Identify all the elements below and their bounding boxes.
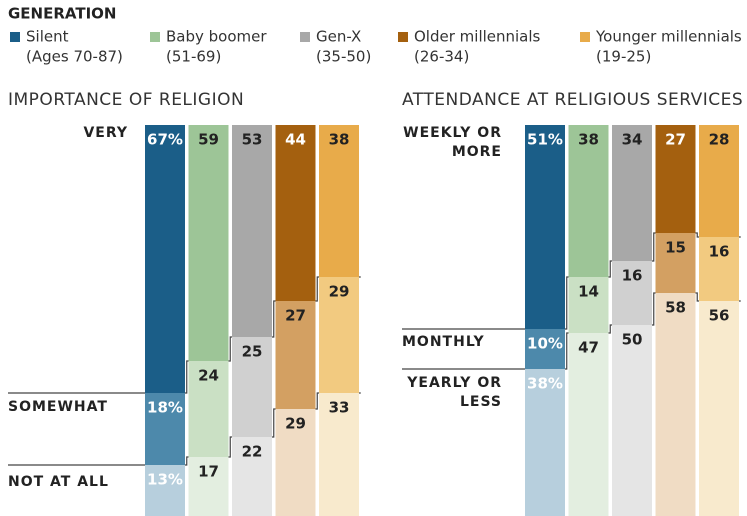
value-label: 33 xyxy=(329,399,350,417)
level-label: NOT AT ALL xyxy=(8,474,109,490)
value-label: 13% xyxy=(147,471,183,489)
segment xyxy=(568,277,609,333)
value-label: 34 xyxy=(622,131,643,149)
value-label: 10% xyxy=(527,335,563,353)
value-label: 47 xyxy=(578,339,599,357)
segment xyxy=(699,301,739,516)
value-label: 27 xyxy=(285,307,306,325)
value-label: 50 xyxy=(622,331,643,349)
segment xyxy=(232,437,272,516)
value-label: 53 xyxy=(242,131,263,149)
segment xyxy=(612,325,652,516)
value-label: 28 xyxy=(709,131,730,149)
segment xyxy=(188,125,229,361)
legend-ages: (26-34) xyxy=(414,48,469,66)
value-label: 16 xyxy=(622,267,643,285)
value-label: 59 xyxy=(198,131,219,149)
level-label: WEEKLY OR MORE xyxy=(403,125,502,160)
value-label: 29 xyxy=(285,415,306,433)
segment xyxy=(275,409,316,516)
segment xyxy=(699,237,739,301)
segment xyxy=(188,361,229,457)
level-label: MONTHLY xyxy=(402,334,485,350)
chart-title: ATTENDANCE AT RELIGIOUS SERVICES xyxy=(402,90,743,110)
segment xyxy=(525,369,565,516)
value-label: 14 xyxy=(578,283,599,301)
legend-ages: (51-69) xyxy=(166,48,221,66)
segment xyxy=(145,125,185,393)
segment xyxy=(568,333,609,516)
segment xyxy=(319,277,359,393)
segment xyxy=(525,125,565,329)
legend-swatch xyxy=(580,32,590,42)
value-label: 18% xyxy=(147,399,183,417)
level-label: VERY xyxy=(83,125,128,141)
legend-ages: (Ages 70-87) xyxy=(26,48,123,66)
value-label: 25 xyxy=(242,343,263,361)
level-label: SOMEWHAT xyxy=(8,399,108,415)
segment xyxy=(699,125,739,237)
value-label: 58 xyxy=(665,299,686,317)
value-label: 38 xyxy=(329,131,350,149)
legend-swatch xyxy=(398,32,408,42)
segment xyxy=(612,261,652,325)
legend-swatch xyxy=(300,32,310,42)
segment xyxy=(232,337,272,437)
legend-title: GENERATION xyxy=(8,5,116,23)
value-label: 24 xyxy=(198,367,219,385)
segment xyxy=(275,125,316,301)
value-label: 38 xyxy=(578,131,599,149)
segment xyxy=(145,393,185,465)
value-label: 67% xyxy=(147,131,183,149)
legend-name: Older millennials xyxy=(414,28,541,46)
value-label: 38% xyxy=(527,375,563,393)
legend-swatch xyxy=(10,32,20,42)
legend-ages: (35-50) xyxy=(316,48,371,66)
chart-title: IMPORTANCE OF RELIGION xyxy=(8,90,244,110)
segment xyxy=(232,125,272,337)
value-label: 17 xyxy=(198,463,219,481)
segment xyxy=(275,301,316,409)
segment xyxy=(655,293,696,516)
value-label: 22 xyxy=(242,443,263,461)
segment xyxy=(655,233,696,293)
legend-name: Younger millennials xyxy=(595,28,742,46)
value-label: 44 xyxy=(285,131,306,149)
value-label: 51% xyxy=(527,131,563,149)
level-label: YEARLY OR LESS xyxy=(407,375,502,410)
value-label: 16 xyxy=(709,243,730,261)
segment xyxy=(145,465,185,516)
segment xyxy=(612,125,652,261)
segment xyxy=(188,457,229,516)
value-label: 29 xyxy=(329,283,350,301)
legend-ages: (19-25) xyxy=(596,48,651,66)
value-label: 27 xyxy=(665,131,686,149)
legend-name: Gen-X xyxy=(316,28,361,46)
legend-swatch xyxy=(150,32,160,42)
segment xyxy=(568,125,609,277)
segment xyxy=(319,393,359,516)
value-label: 15 xyxy=(665,239,686,257)
segment xyxy=(525,329,565,369)
segment xyxy=(655,125,696,233)
legend-name: Silent xyxy=(26,28,69,46)
value-label: 56 xyxy=(709,307,730,325)
segment xyxy=(319,125,359,277)
legend-name: Baby boomer xyxy=(166,28,267,46)
